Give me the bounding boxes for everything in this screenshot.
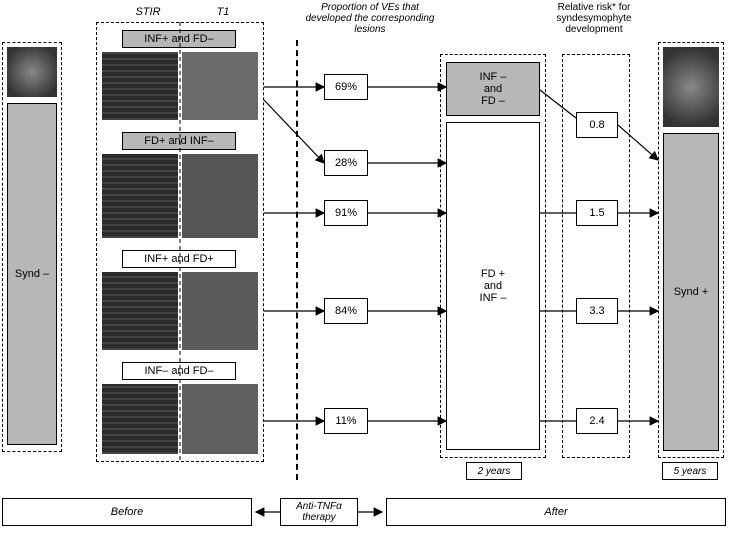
after-box: After [386, 498, 726, 526]
header-stir: STIR [128, 6, 168, 18]
prop-4: 84% [335, 305, 357, 317]
after-label: After [544, 506, 567, 518]
group3-label-box: INF+ and FD+ [122, 250, 236, 268]
prop-3: 91% [335, 207, 357, 219]
group3-t1-img [182, 272, 258, 350]
before-label: Before [111, 506, 143, 518]
prop-box-3: 91% [324, 200, 368, 226]
group1-t1-img [182, 52, 258, 120]
synd-minus-label: Synd – [15, 268, 49, 280]
outcome-top-box: INF – and FD – [446, 62, 540, 116]
after-xray-panel: Synd + [658, 42, 724, 458]
group4-label-box: INF– and FD– [122, 362, 236, 380]
group2-t1-img [182, 154, 258, 238]
risk-box-4: 2.4 [576, 408, 618, 434]
group2-stir-img [102, 154, 178, 238]
group1-label-box: INF+ and FD– [122, 30, 236, 48]
group3-stir-img [102, 272, 178, 350]
xray-after [663, 47, 719, 127]
group3-label: INF+ and FD+ [144, 253, 214, 265]
group4-label: INF– and FD– [144, 365, 213, 377]
prop-box-1: 69% [324, 74, 368, 100]
risk-4: 2.4 [589, 415, 604, 427]
tp-5y: 5 years [674, 466, 707, 477]
prop-2: 28% [335, 157, 357, 169]
synd-plus-box: Synd + [663, 133, 719, 451]
risk-box-3: 3.3 [576, 298, 618, 324]
outcome-top-label: INF – and FD – [480, 71, 507, 107]
therapy-label: Anti-TNFα therapy [281, 501, 357, 523]
prop-1: 69% [335, 81, 357, 93]
group2-label-box: FD+ and INF– [122, 132, 236, 150]
xray-before [7, 47, 57, 97]
outcome-main-label: FD + and INF – [480, 268, 507, 304]
prop-5: 11% [335, 415, 356, 427]
midline-divider [296, 40, 298, 480]
group2-label: FD+ and INF– [144, 135, 213, 147]
therapy-box: Anti-TNFα therapy [280, 498, 358, 526]
tp-2y: 2 years [478, 466, 511, 477]
synd-plus-label: Synd + [674, 286, 709, 298]
header-rr: Relative risk* for syndesymophyte develo… [546, 2, 642, 35]
header-t1: T1 [208, 6, 238, 18]
before-xray-panel: Synd – [2, 42, 62, 452]
prop-box-5: 11% [324, 408, 368, 434]
group4-t1-img [182, 384, 258, 454]
risk-box-1: 0.8 [576, 112, 618, 138]
synd-minus-box: Synd – [7, 103, 57, 445]
risk-1: 0.8 [589, 119, 604, 131]
group1-stir-img [102, 52, 178, 120]
prop-box-2: 28% [324, 150, 368, 176]
header-proportion: Proportion of VEs that developed the cor… [300, 2, 440, 35]
timepoint-2y: 2 years [466, 462, 522, 480]
risk-3: 3.3 [589, 305, 604, 317]
timepoint-5y: 5 years [662, 462, 718, 480]
before-box: Before [2, 498, 252, 526]
group4-stir-img [102, 384, 178, 454]
outcome-main-box: FD + and INF – [446, 122, 540, 450]
prop-box-4: 84% [324, 298, 368, 324]
risk-2: 1.5 [589, 207, 604, 219]
group1-label: INF+ and FD– [144, 33, 213, 45]
risk-box-2: 1.5 [576, 200, 618, 226]
